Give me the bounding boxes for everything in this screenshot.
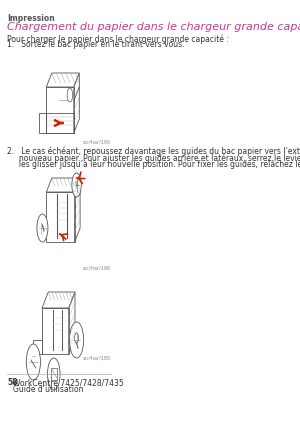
Text: scr/har/195: scr/har/195 xyxy=(82,140,110,145)
Text: Chargement du papier dans le chargeur grande capacité: Chargement du papier dans le chargeur gr… xyxy=(7,21,300,31)
Text: Pour charger le papier dans le chargeur grande capacité :: Pour charger le papier dans le chargeur … xyxy=(7,34,229,44)
Text: scr/har/185: scr/har/185 xyxy=(82,355,111,360)
Circle shape xyxy=(26,344,40,380)
Text: Impression: Impression xyxy=(7,14,55,23)
Circle shape xyxy=(70,322,84,358)
Text: nouveau papier. Pour ajuster les guides arrière et latéraux, serrez le levier de: nouveau papier. Pour ajuster les guides … xyxy=(7,154,300,163)
Circle shape xyxy=(47,358,60,390)
Text: 1.   Sortez le bac papier en le tirant vers vous.: 1. Sortez le bac papier en le tirant ver… xyxy=(7,40,184,49)
Circle shape xyxy=(72,173,81,197)
Text: 2.   Le cas échéant, repoussez davantage les guides du bac papier vers l’extérie: 2. Le cas échéant, repoussez davantage l… xyxy=(7,147,300,157)
Text: Guide d’utilisation: Guide d’utilisation xyxy=(13,385,83,394)
Text: WorkCentre 7425/7428/7435: WorkCentre 7425/7428/7435 xyxy=(13,378,123,387)
Text: 58: 58 xyxy=(7,378,18,387)
Text: les glisser jusqu’à leur nouvelle position. Pour fixer les guides, relâchez les : les glisser jusqu’à leur nouvelle positi… xyxy=(7,160,300,169)
Circle shape xyxy=(37,214,48,242)
Text: scr/har/196: scr/har/196 xyxy=(82,265,110,270)
